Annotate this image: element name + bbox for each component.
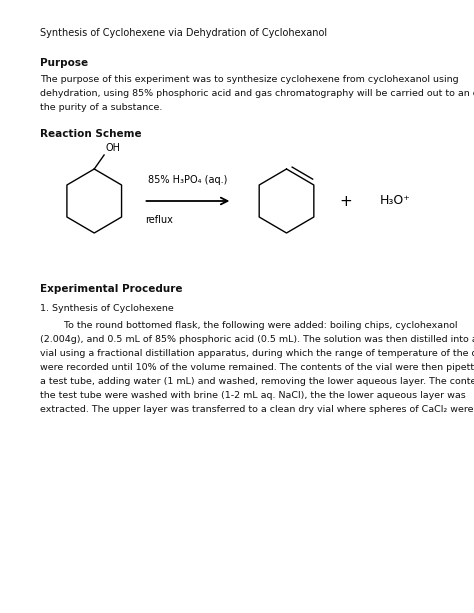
Text: extracted. The upper layer was transferred to a clean dry vial where spheres of : extracted. The upper layer was transferr… [40,405,474,414]
Text: Synthesis of Cyclohexene via Dehydration of Cyclohexanol: Synthesis of Cyclohexene via Dehydration… [40,28,327,38]
Text: vial using a fractional distillation apparatus, during which the range of temper: vial using a fractional distillation app… [40,349,474,358]
Text: a test tube, adding water (1 mL) and washed, removing the lower aqueous layer. T: a test tube, adding water (1 mL) and was… [40,377,474,386]
Text: +: + [339,194,352,208]
Text: To the round bottomed flask, the following were added: boiling chips, cyclohexan: To the round bottomed flask, the followi… [40,321,457,330]
Text: Experimental Procedure: Experimental Procedure [40,284,182,294]
Text: the purity of a substance.: the purity of a substance. [40,103,163,112]
Text: were recorded until 10% of the volume remained. The contents of the vial were th: were recorded until 10% of the volume re… [40,363,474,372]
Text: Reaction Scheme: Reaction Scheme [40,129,142,139]
Text: 85% H₃PO₄ (aq.): 85% H₃PO₄ (aq.) [148,175,228,185]
Text: (2.004g), and 0.5 mL of 85% phosphoric acid (0.5 mL). The solution was then dist: (2.004g), and 0.5 mL of 85% phosphoric a… [40,335,474,344]
Text: H₃O⁺: H₃O⁺ [380,194,410,207]
Text: the test tube were washed with brine (1-2 mL aq. NaCl), the the lower aqueous la: the test tube were washed with brine (1-… [40,391,466,400]
Text: The purpose of this experiment was to synthesize cyclohexene from cyclohexanol u: The purpose of this experiment was to sy… [40,75,459,84]
Text: reflux: reflux [146,215,173,225]
Text: dehydration, using 85% phosphoric acid and gas chromatography will be carried ou: dehydration, using 85% phosphoric acid a… [40,89,474,98]
Text: OH: OH [105,143,120,153]
Text: Purpose: Purpose [40,58,88,68]
Text: 1. Synthesis of Cyclohexene: 1. Synthesis of Cyclohexene [40,304,174,313]
